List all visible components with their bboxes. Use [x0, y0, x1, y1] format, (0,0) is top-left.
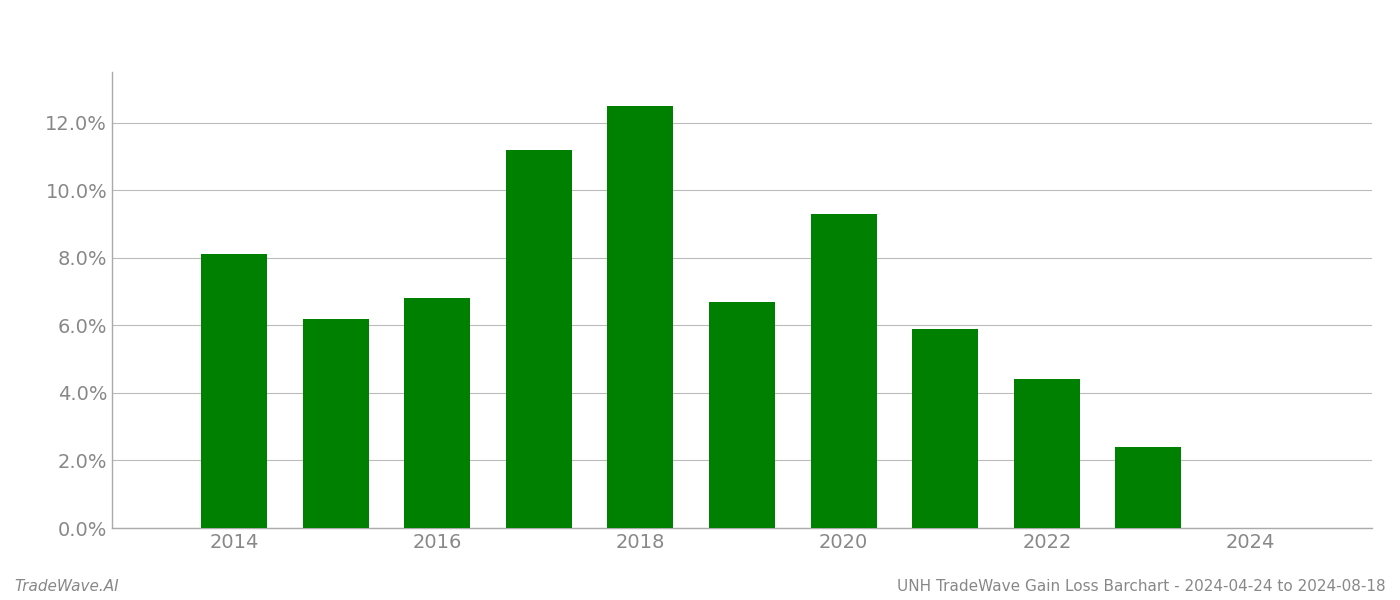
Bar	[405, 298, 470, 528]
Bar	[1116, 447, 1182, 528]
Bar	[505, 149, 571, 528]
Bar	[202, 254, 267, 528]
Bar	[708, 302, 776, 528]
Text: UNH TradeWave Gain Loss Barchart - 2024-04-24 to 2024-08-18: UNH TradeWave Gain Loss Barchart - 2024-…	[897, 579, 1386, 594]
Bar	[302, 319, 368, 528]
Text: TradeWave.AI: TradeWave.AI	[14, 579, 119, 594]
Bar	[608, 106, 673, 528]
Bar	[811, 214, 876, 528]
Bar	[913, 329, 979, 528]
Bar	[1014, 379, 1079, 528]
